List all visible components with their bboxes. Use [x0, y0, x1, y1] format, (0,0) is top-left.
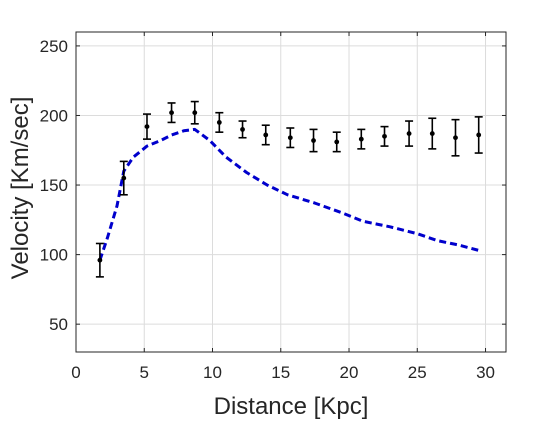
- model-curve: [98, 127, 480, 261]
- x-tick-label: 10: [203, 363, 222, 382]
- data-point: [451, 118, 460, 157]
- point-marker: [240, 126, 245, 132]
- data-point: [309, 128, 318, 153]
- data-point: [474, 116, 483, 154]
- data-point: [95, 242, 104, 278]
- y-tick-label: 50: [49, 315, 68, 334]
- data-point: [380, 125, 389, 147]
- x-tick-label: 5: [140, 363, 149, 382]
- y-tick-label: 250: [40, 37, 68, 56]
- y-axis-label: Velocity [Km/sec]: [7, 97, 34, 280]
- point-marker: [334, 139, 340, 145]
- point-marker: [429, 131, 435, 136]
- point-marker: [382, 133, 387, 139]
- data-point: [190, 100, 199, 125]
- point-marker: [144, 124, 150, 130]
- x-tick-label: 15: [271, 363, 290, 382]
- x-tick-label: 0: [71, 363, 80, 382]
- y-tick-label: 150: [40, 176, 68, 195]
- x-tick-label: 25: [408, 363, 427, 382]
- point-marker: [192, 110, 198, 116]
- point-marker: [311, 138, 316, 143]
- data-point: [286, 127, 295, 149]
- x-tick-label: 30: [476, 363, 495, 382]
- model-dashed-line: [98, 127, 480, 261]
- data-point: [405, 120, 414, 147]
- point-marker: [216, 120, 222, 125]
- point-marker: [406, 131, 412, 136]
- point-marker: [287, 135, 293, 141]
- point-marker: [358, 136, 364, 142]
- x-tick-label: 20: [340, 363, 359, 382]
- axes: 0 5 10 15 20 25 30 50 100 150 200 250: [40, 31, 507, 382]
- x-axis-label: Distance [Kpc]: [214, 393, 369, 420]
- point-marker: [169, 110, 174, 116]
- data-point: [167, 102, 176, 124]
- data-point: [215, 111, 224, 133]
- point-marker: [97, 257, 103, 263]
- point-marker: [453, 135, 458, 141]
- point-marker: [476, 132, 482, 138]
- axes-box: [75, 31, 507, 353]
- data-point: [332, 131, 341, 153]
- point-marker: [263, 132, 269, 138]
- y-tick-label: 200: [40, 106, 68, 125]
- data-point: [261, 124, 270, 146]
- data-point: [142, 113, 151, 140]
- data-point: [119, 160, 128, 196]
- data-point: [238, 120, 247, 139]
- y-tick-label: 100: [40, 246, 68, 265]
- data-point: [428, 117, 437, 150]
- data-point: [357, 128, 366, 150]
- observed-points: [95, 100, 483, 278]
- point-marker: [121, 175, 127, 181]
